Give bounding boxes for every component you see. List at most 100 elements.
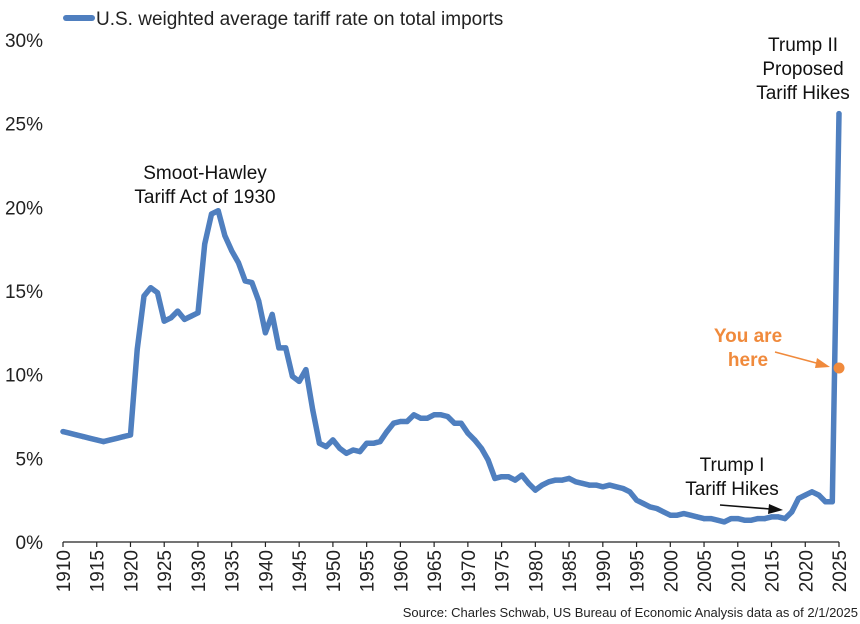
annotation-smoot-hawley: Smoot-Hawley Tariff Act of 1930 bbox=[134, 163, 275, 208]
data-point bbox=[714, 517, 721, 523]
data-point bbox=[485, 457, 491, 463]
x-tick-label: 2010 bbox=[729, 550, 750, 592]
legend: U.S. weighted average tariff rate on tot… bbox=[63, 9, 503, 30]
data-point bbox=[181, 316, 188, 322]
annotation-smoot-line-2: Tariff Act of 1930 bbox=[134, 187, 275, 208]
x-tick-label: 1975 bbox=[493, 550, 514, 592]
data-point bbox=[343, 450, 349, 456]
data-point bbox=[73, 432, 80, 438]
data-point bbox=[188, 313, 194, 319]
data-point bbox=[573, 479, 579, 485]
data-point bbox=[364, 440, 370, 446]
y-tick-label: 15% bbox=[5, 282, 43, 303]
data-point bbox=[310, 407, 316, 413]
data-point bbox=[687, 512, 694, 518]
x-tick-label: 1990 bbox=[594, 550, 615, 592]
data-point bbox=[681, 510, 687, 517]
data-point bbox=[330, 437, 336, 443]
x-tick-label: 1970 bbox=[459, 550, 480, 592]
data-point bbox=[94, 437, 100, 443]
data-point bbox=[424, 415, 430, 421]
data-point bbox=[256, 298, 262, 304]
y-tick-label: 30% bbox=[5, 31, 43, 52]
data-point bbox=[148, 285, 154, 291]
data-point bbox=[789, 509, 795, 515]
data-point bbox=[593, 482, 599, 488]
annotation-trump1-arrowhead bbox=[768, 504, 783, 514]
x-tick-label: 1930 bbox=[189, 550, 210, 592]
x-tick-label: 1995 bbox=[628, 550, 649, 592]
data-point bbox=[262, 330, 268, 336]
data-point bbox=[775, 514, 781, 520]
data-point bbox=[721, 519, 727, 525]
data-point bbox=[661, 509, 667, 515]
data-point bbox=[782, 516, 788, 522]
data-point bbox=[539, 482, 545, 488]
data-point bbox=[465, 430, 471, 436]
x-tick-label: 2020 bbox=[796, 550, 817, 592]
data-point bbox=[438, 412, 444, 418]
x-axis: 1910 1915 1920 1925 1930 1935 1940 1945 1950 1955… bbox=[54, 542, 851, 592]
data-point bbox=[505, 474, 511, 480]
annotation-you-are-here: You are here bbox=[714, 326, 830, 371]
data-point bbox=[620, 485, 626, 492]
data-point bbox=[580, 480, 586, 486]
data-point bbox=[249, 280, 255, 286]
x-tick-label: 1980 bbox=[526, 550, 547, 592]
x-tick-label: 2000 bbox=[661, 550, 682, 592]
y-axis: 0% 5% 10% 15% 20% 25% 30% bbox=[5, 31, 43, 554]
data-point bbox=[613, 484, 619, 490]
data-point bbox=[397, 418, 403, 425]
x-tick-label: 1910 bbox=[54, 550, 75, 592]
data-point bbox=[586, 482, 592, 488]
x-tick-label: 2025 bbox=[830, 550, 851, 592]
x-tick-label: 1935 bbox=[223, 550, 244, 592]
series-points bbox=[60, 111, 842, 525]
data-point bbox=[640, 500, 646, 507]
annotation-here-arrowhead bbox=[815, 358, 830, 368]
data-point bbox=[822, 499, 829, 505]
data-point bbox=[600, 484, 606, 490]
data-point bbox=[289, 373, 295, 379]
annotation-trump1-line-2: Tariff Hikes bbox=[685, 479, 779, 500]
data-point bbox=[559, 477, 565, 483]
data-point bbox=[634, 497, 640, 503]
data-point bbox=[323, 444, 329, 450]
data-point bbox=[377, 439, 383, 445]
data-point bbox=[478, 445, 484, 451]
data-point bbox=[350, 447, 356, 453]
data-point bbox=[816, 492, 822, 498]
x-tick-label: 1955 bbox=[358, 550, 379, 592]
data-point bbox=[472, 437, 478, 443]
data-point bbox=[168, 315, 174, 321]
data-point bbox=[276, 345, 282, 351]
data-point bbox=[526, 480, 532, 486]
data-point bbox=[411, 412, 417, 418]
y-tick-label: 25% bbox=[5, 115, 43, 136]
data-point bbox=[114, 435, 120, 441]
y-tick-label: 20% bbox=[5, 198, 43, 219]
data-point bbox=[607, 482, 613, 488]
data-point bbox=[458, 420, 464, 426]
data-point bbox=[67, 430, 73, 436]
x-tick-label: 1925 bbox=[155, 550, 176, 592]
annotation-trump-2: Trump II Proposed Tariff Hikes bbox=[756, 35, 850, 104]
data-point bbox=[283, 345, 289, 351]
annotation-here-line-1: You are bbox=[714, 326, 782, 347]
data-point bbox=[809, 489, 815, 495]
data-point bbox=[762, 516, 768, 522]
annotation-here-line-2: here bbox=[728, 350, 768, 371]
data-point bbox=[303, 367, 309, 373]
x-tick-label: 2015 bbox=[763, 550, 784, 592]
x-tick-label: 1985 bbox=[560, 550, 581, 592]
data-point bbox=[553, 477, 559, 483]
annotation-trump1-arrow bbox=[719, 504, 771, 510]
data-point bbox=[161, 318, 167, 324]
data-point bbox=[229, 248, 235, 254]
data-point bbox=[768, 514, 775, 520]
data-point bbox=[100, 439, 107, 445]
annotation-trump2-line-1: Trump II bbox=[768, 35, 838, 56]
data-point bbox=[154, 290, 161, 296]
data-point bbox=[667, 512, 673, 518]
data-point bbox=[431, 412, 437, 418]
